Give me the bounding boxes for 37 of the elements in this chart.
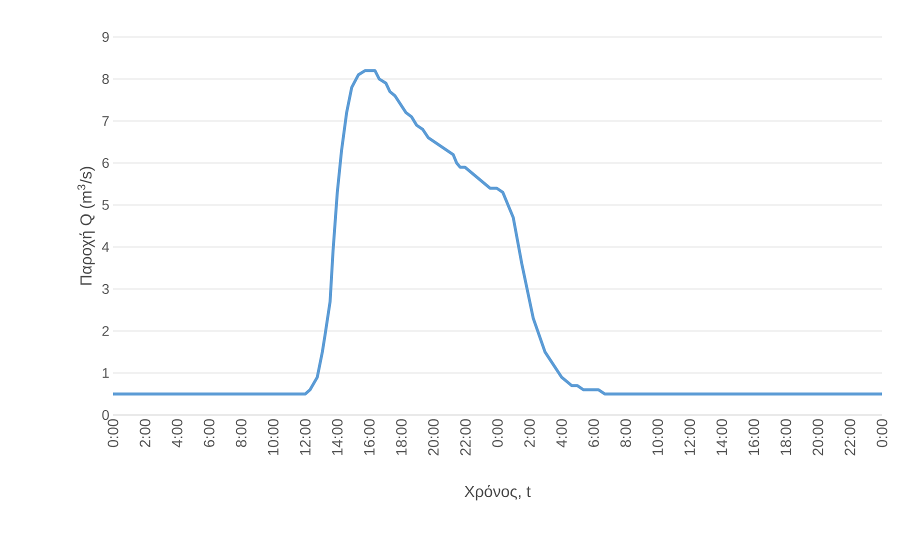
x-tick-label: 6:00 (204, 419, 214, 447)
x-tick-label: 0:00 (876, 419, 888, 448)
y-tick-label: 2 (102, 326, 109, 336)
x-tick-label: 20:00 (812, 419, 824, 456)
x-tick-label: 20:00 (428, 419, 439, 456)
x-tick-label: 0:00 (492, 419, 503, 448)
x-tick-label: 0:00 (108, 419, 118, 448)
y-tick-label: 9 (102, 32, 109, 42)
x-tick-label: 8:00 (620, 419, 631, 448)
y-tick-label: 5 (102, 200, 109, 210)
x-tick-label: 10:00 (652, 419, 664, 455)
y-tick-label: 7 (102, 116, 109, 126)
x-tick-label: 18:00 (396, 419, 407, 455)
x-tick-label: 22:00 (460, 419, 471, 456)
x-tick-label: 16:00 (364, 419, 375, 455)
y-tick-label: 3 (102, 284, 109, 294)
y-tick-label: 1 (102, 368, 109, 378)
x-tick-label: 2:00 (524, 419, 535, 447)
y-axis-title: Παροχή Q (m$^{3}$/s) (77, 166, 95, 285)
x-tick-label: 14:00 (332, 419, 343, 455)
x-tick-label: 8:00 (236, 419, 246, 448)
x-tick-label: 2:00 (140, 419, 150, 447)
x-tick-label: 12:00 (300, 419, 311, 455)
x-tick-label: 18:00 (780, 419, 792, 455)
x-tick-label: 12:00 (684, 419, 696, 455)
y-tick-label: 0 (102, 410, 109, 420)
x-tick-label: 22:00 (844, 419, 856, 456)
y-tick-label: 8 (102, 74, 109, 84)
x-tick-label: 6:00 (588, 419, 599, 447)
x-tick-label: 4:00 (172, 419, 182, 448)
y-tick-label: 4 (102, 242, 110, 252)
x-tick-label: 14:00 (716, 419, 728, 455)
y-tick-label: 6 (102, 158, 109, 168)
x-axis-title: Χρόνος, t (464, 484, 531, 500)
x-tick-label: 10:00 (268, 419, 279, 455)
x-tick-label: 16:00 (748, 419, 760, 455)
x-tick-label: 4:00 (556, 419, 567, 448)
